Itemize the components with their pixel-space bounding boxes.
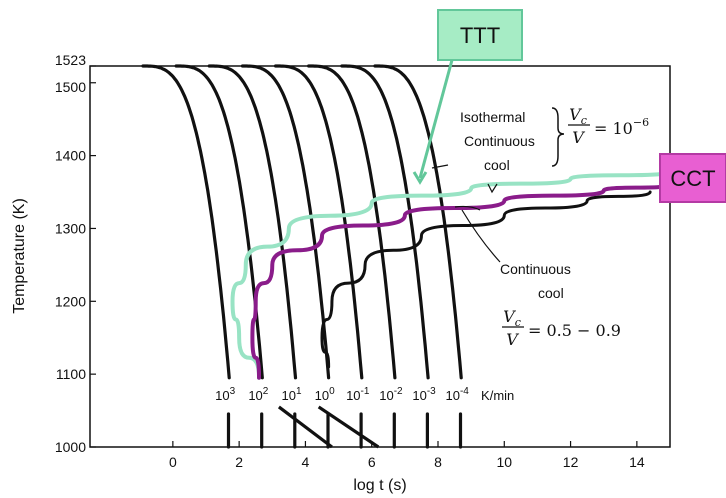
cool-top-label: cool xyxy=(484,157,510,173)
x-tick-label: 10 xyxy=(496,454,512,470)
cooling-rate-curve xyxy=(274,64,364,449)
y-tick-label: 1523 xyxy=(55,52,86,68)
cooling-rate-curve xyxy=(307,64,397,449)
continuous-bottom-label: Continuous xyxy=(500,261,571,277)
cooling-rate-curve xyxy=(240,64,331,449)
y-axis-title: Temperature (K) xyxy=(11,198,28,314)
continuous-top-label: Continuous xyxy=(464,133,535,149)
leader-line xyxy=(461,209,501,263)
tail-line xyxy=(317,405,380,449)
cooling-rate-label: 102 xyxy=(248,386,268,403)
fraction-numerator: Vc xyxy=(569,105,587,127)
cooling-rate-label: 10-1 xyxy=(346,386,370,403)
x-tick-label: 8 xyxy=(434,454,442,470)
y-tick-label: 1100 xyxy=(56,366,86,382)
x-tick-label: 14 xyxy=(629,454,645,470)
cooling-rate-curve xyxy=(373,64,463,449)
leader-line xyxy=(431,164,449,169)
cool-bottom-label: cool xyxy=(538,285,564,301)
x-tick-label: 2 xyxy=(235,454,243,470)
cooling-rate-label: 100 xyxy=(315,386,335,403)
fraction-denominator: V xyxy=(506,330,519,349)
transformation-curves xyxy=(230,169,672,380)
equation-2: = 0.5 − 0.9 xyxy=(528,321,621,340)
y-tick-label: 1300 xyxy=(55,220,86,236)
cooling-rate-curve xyxy=(141,64,231,449)
rate-unit-label: K/min xyxy=(481,388,514,403)
cooling-rate-label: 10-3 xyxy=(412,386,436,403)
x-tick-label: 12 xyxy=(563,454,579,470)
leader-mark xyxy=(487,183,498,194)
label-boxes: TTT CCT xyxy=(412,9,726,203)
y-tick-label: 1200 xyxy=(55,293,86,309)
x-tick-label: 0 xyxy=(169,454,177,470)
cooling-rate-label: 10-4 xyxy=(446,386,470,403)
ttt-arrow xyxy=(418,59,454,179)
cct-box xyxy=(659,153,726,203)
x-axis-title: log t (s) xyxy=(353,477,406,494)
isothermal-label: Isothermal xyxy=(460,109,525,125)
equation-1: = 10−6 xyxy=(594,116,649,138)
tail-line xyxy=(277,405,333,449)
fraction-denominator: V xyxy=(572,128,585,147)
cooling-rate-label: 101 xyxy=(281,386,301,403)
axis-ticks: 0 2 4 6 8 10 12 14 1000 1100 1200 1300 1400 1500 1523 xyxy=(55,52,645,470)
leader-line xyxy=(454,205,481,211)
y-tick-label: 1400 xyxy=(55,148,86,164)
series-curve xyxy=(230,169,672,380)
ttt-arrowhead xyxy=(412,171,428,185)
cooling-rate-curve xyxy=(174,64,264,449)
cooling-rate-label: 10-2 xyxy=(379,386,403,403)
series-curve xyxy=(320,190,652,369)
y-tick-label: 1500 xyxy=(55,79,86,95)
cooling-rate-curve xyxy=(340,64,430,449)
ttt-box-label: TTT xyxy=(460,23,500,48)
cct-box-label: CCT xyxy=(670,166,715,191)
fraction-numerator: Vc xyxy=(503,307,521,329)
series-curve xyxy=(250,182,672,380)
x-tick-label: 4 xyxy=(302,454,310,470)
cooling-rate-label: 103 xyxy=(215,386,235,403)
cooling-rate-curves: 103 102 101 100 10-1 10-2 10-3 10-4 K/min xyxy=(141,64,514,449)
brace xyxy=(551,107,565,167)
ttt-box xyxy=(437,9,523,61)
y-tick-label: 1000 xyxy=(55,439,86,455)
x-tick-label: 6 xyxy=(368,454,376,470)
